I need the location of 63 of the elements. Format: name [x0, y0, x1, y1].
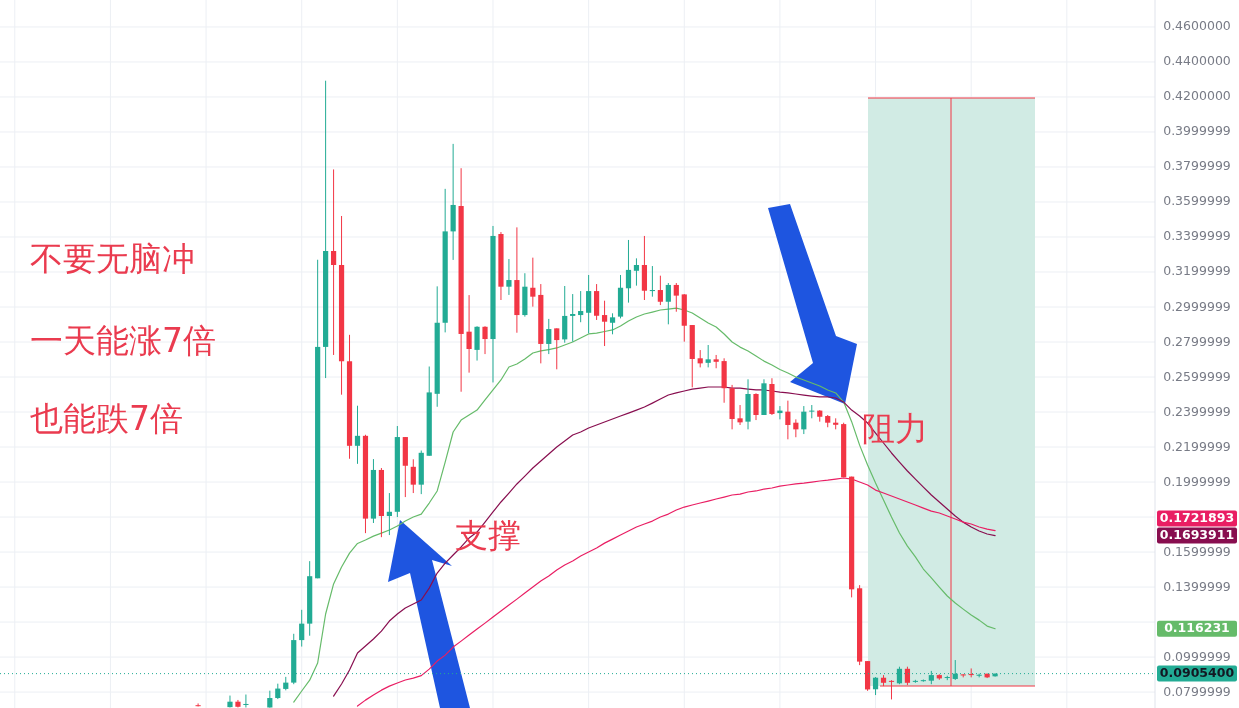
y-tick-label: 0.4400000 — [1163, 53, 1231, 69]
candlestick — [546, 318, 552, 355]
candlestick — [562, 285, 568, 344]
y-tick-label: 0.4200000 — [1163, 88, 1231, 104]
y-tick-label: 0.3799999 — [1163, 158, 1231, 174]
text: 也能跌7倍 — [30, 398, 183, 438]
candlestick — [410, 458, 416, 494]
candlestick — [474, 325, 480, 362]
y-tick-label: 0.3399999 — [1163, 228, 1231, 244]
y-tick-label: 0.3199999 — [1163, 263, 1231, 279]
y-tick-label: 0.0999999 — [1163, 648, 1231, 664]
candlestick — [586, 274, 592, 334]
candlestick — [195, 702, 201, 707]
price-tag: 0.116231 — [1157, 620, 1237, 637]
candlestick — [330, 168, 337, 356]
candlestick — [386, 492, 392, 536]
y-tick-label: 0.2599999 — [1163, 368, 1231, 384]
candlestick — [506, 258, 512, 296]
candlestick — [737, 404, 743, 426]
y-tick-label: 0.4600000 — [1163, 18, 1231, 34]
candlestick — [466, 294, 472, 374]
candlestick — [777, 405, 783, 420]
candlestick — [354, 405, 361, 465]
candlestick — [920, 678, 926, 683]
candlestick — [570, 293, 576, 343]
y-tick-label: 0.1399999 — [1163, 578, 1231, 594]
y-tick-label: 0.1599999 — [1163, 543, 1231, 559]
y-tick-label: 0.3599999 — [1163, 193, 1231, 209]
candlestick — [609, 312, 616, 335]
annotation: 不要无脑冲 — [30, 238, 195, 278]
candlestick — [530, 257, 536, 308]
candlestick — [665, 282, 671, 325]
y-tick-label: 0.0799999 — [1163, 683, 1231, 699]
candlestick — [801, 405, 807, 435]
candlestick — [888, 679, 895, 700]
candlestick — [809, 404, 815, 419]
candlestick — [554, 327, 560, 370]
y-tick-label: 0.2399999 — [1163, 403, 1231, 419]
price-tag: 0.1693911 — [1157, 527, 1237, 544]
candlestick — [705, 344, 711, 368]
candlestick — [753, 392, 759, 421]
candlestick — [299, 609, 305, 648]
price-tag: 0.1721893 — [1157, 510, 1237, 527]
candlestick — [633, 257, 640, 287]
candlestick — [243, 694, 249, 708]
annotation: 一天能涨7倍 — [30, 320, 216, 360]
y-tick-label: 0.1999999 — [1163, 473, 1231, 489]
y-tick-label: 0.2799999 — [1163, 333, 1231, 349]
y-tick-label: 0.3999999 — [1163, 123, 1231, 139]
candlestick — [625, 239, 632, 304]
candlestick — [904, 666, 911, 686]
candlestick — [872, 676, 879, 696]
candlestick — [673, 282, 679, 313]
price-tag: 0.0905400 — [1157, 665, 1237, 682]
y-tick-label: 0.2999999 — [1163, 298, 1231, 314]
candlestick — [578, 290, 584, 323]
candlestick — [482, 325, 488, 355]
candlestick — [649, 265, 655, 298]
candlestick — [657, 275, 663, 306]
candlestick — [601, 300, 608, 347]
y-tick-label: 0.2199999 — [1163, 438, 1231, 454]
candlestick — [785, 400, 791, 440]
candlestick — [227, 695, 233, 708]
